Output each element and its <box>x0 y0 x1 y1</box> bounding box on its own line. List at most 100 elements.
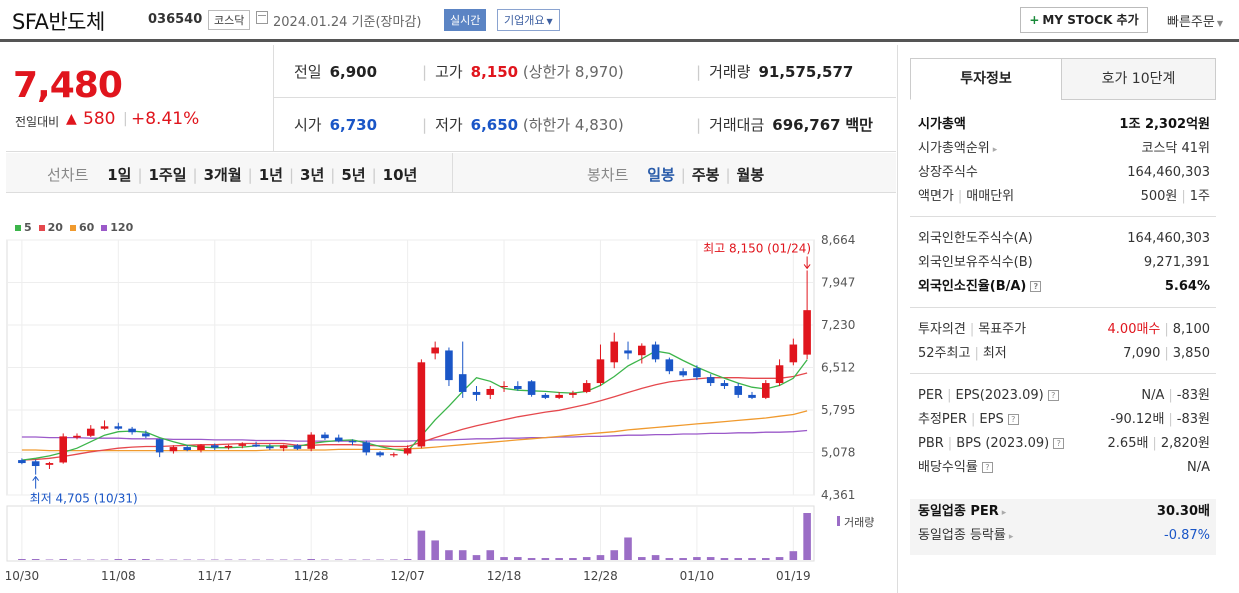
dividend-row: 배당수익률? N/A <box>918 457 1210 479</box>
peer-rate-label-wrap: 동일업종 등락률 ▸ <box>918 525 1013 548</box>
volume-bar <box>624 537 632 560</box>
volume-bar <box>789 551 798 560</box>
candle-body <box>142 433 150 437</box>
candle-body <box>321 434 329 439</box>
candle-body <box>210 445 219 448</box>
tab-candle-2[interactable]: 월봉 <box>736 166 765 184</box>
divider: | <box>680 166 686 184</box>
candle-body <box>431 347 439 354</box>
est-eps-value: -83원 <box>1176 412 1210 427</box>
divider <box>910 373 1216 374</box>
legend-item-5: 5 <box>15 221 32 234</box>
quick-order-button[interactable]: 빠른주문 ▼ <box>1167 11 1223 30</box>
candle-body <box>31 461 40 467</box>
low-annotation: 최저 4,705 (10/31) <box>30 492 138 506</box>
candle-body <box>500 386 508 388</box>
est-per-label: 추정PER <box>918 412 968 427</box>
y-tick-label: 7,947 <box>821 275 855 289</box>
eps-label: EPS(2023.09) <box>955 388 1044 403</box>
dividend-value: N/A <box>1187 460 1210 475</box>
candle-body <box>348 441 357 443</box>
foreign-ratio-value: 5.64% <box>1164 279 1210 294</box>
volume-bar <box>445 550 453 560</box>
volume-bar <box>761 558 770 560</box>
divider: | <box>192 166 198 184</box>
divider: | <box>957 189 963 204</box>
opinion-value: 4.00매수 <box>1107 322 1161 337</box>
help-icon[interactable]: ? <box>1007 414 1019 425</box>
chevron-right-icon: ▸ <box>1008 532 1014 542</box>
current-price: 7,480 <box>13 65 123 106</box>
volume-bar <box>610 550 619 560</box>
legend-label: 120 <box>110 221 134 234</box>
candle-body <box>803 310 811 355</box>
amount-value: 696,767 <box>772 116 841 134</box>
help-icon[interactable]: ? <box>1053 438 1065 449</box>
price-chart[interactable]: 5 20 60 120 8,664 7,947 7,230 6,512 5,795 5,078 4… <box>6 210 896 593</box>
volume-bar <box>86 559 95 561</box>
high-label: 고가 <box>435 63 463 81</box>
tab-line-6[interactable]: 10년 <box>382 166 418 184</box>
tab-candle-1[interactable]: 주봉 <box>691 166 720 184</box>
per-row: PER | EPS(2023.09)? N/A | -83원 <box>918 385 1210 407</box>
tab-line-2[interactable]: 3개월 <box>203 166 242 184</box>
per-value-wrap: N/A | -83원 <box>1141 385 1210 407</box>
cap-rank-row[interactable]: 시가총액순위 ▸ 코스닥 41위 <box>918 138 1210 160</box>
candle-body <box>18 460 26 464</box>
est-per-value-wrap: -90.12배 | -83원 <box>1111 409 1210 431</box>
volume-bar <box>100 559 109 561</box>
volume-bar <box>472 555 481 560</box>
candle-body <box>100 426 109 429</box>
y-tick-label: 7,230 <box>821 318 855 332</box>
company-info-label: 기업개요 <box>504 14 545 27</box>
tab-line-1[interactable]: 1주일 <box>148 166 187 184</box>
volume-bar <box>775 557 784 560</box>
open-label: 시가 <box>294 116 322 134</box>
help-icon[interactable]: ? <box>1030 281 1042 292</box>
tab-line-4[interactable]: 3년 <box>300 166 325 184</box>
candle-body <box>693 368 701 378</box>
candle-body <box>651 344 660 360</box>
peer-per-value: 30.30배 <box>1156 504 1210 519</box>
divider: | <box>422 116 428 134</box>
realtime-button[interactable]: 실시간 <box>444 9 487 31</box>
tab-line-0[interactable]: 1일 <box>107 166 132 184</box>
tab-order-book[interactable]: 호가 10단계 <box>1061 58 1216 100</box>
amount-label: 거래대금 <box>709 116 765 134</box>
market-cap-row: 시가총액 1조 2,302억원 <box>918 114 1210 136</box>
tab-investment-info[interactable]: 투자정보 <box>910 58 1062 100</box>
candle-body <box>514 386 522 389</box>
add-mystock-button[interactable]: + MY STOCK 추가 <box>1020 7 1148 33</box>
volume-bar <box>376 559 384 561</box>
volume-bar <box>555 558 563 560</box>
x-tick-label: 01/19 <box>776 569 811 583</box>
peer-rate-row[interactable]: 동일업종 등락률 ▸ -0.87% <box>918 525 1210 547</box>
peer-per-label-wrap: 동일업종 PER ▸ <box>918 501 1006 524</box>
company-info-dropdown[interactable]: 기업개요 ▼ <box>497 9 560 31</box>
candle-body <box>59 436 68 463</box>
divider: | <box>330 166 336 184</box>
help-icon[interactable]: ? <box>981 462 993 473</box>
help-icon[interactable]: ? <box>1047 390 1059 401</box>
tab-line-3[interactable]: 1년 <box>258 166 283 184</box>
y-tick-label: 4,361 <box>821 488 855 502</box>
candle-body <box>403 448 412 454</box>
tab-line-5[interactable]: 5년 <box>341 166 366 184</box>
volume-bar <box>307 559 315 560</box>
chart-canvas[interactable]: 8,664 7,947 7,230 6,512 5,795 5,078 4,361 10/30… <box>6 210 896 593</box>
volume-bar <box>279 559 288 561</box>
wk52-value-wrap: 7,090 | 3,850 <box>1123 343 1210 365</box>
divider: | <box>1168 412 1173 427</box>
candle-body <box>665 359 674 372</box>
opinion-label-wrap: 투자의견 | 목표주가 <box>918 319 1026 341</box>
peer-per-row[interactable]: 동일업종 PER ▸ 30.30배 <box>918 501 1210 523</box>
candle-body <box>582 383 591 392</box>
shares-row: 상장주식수 164,460,303 <box>918 162 1210 184</box>
tab-candle-0[interactable]: 일봉 <box>647 166 675 184</box>
foreign-ratio-label: 외국인소진율(B/A) <box>918 279 1027 294</box>
ma5-line <box>21 350 808 461</box>
dividend-label: 배당수익률 <box>918 460 978 475</box>
candle-body <box>486 388 495 395</box>
candle-body <box>789 344 798 363</box>
pbr-value-wrap: 2.65배 | 2,820원 <box>1108 433 1210 455</box>
